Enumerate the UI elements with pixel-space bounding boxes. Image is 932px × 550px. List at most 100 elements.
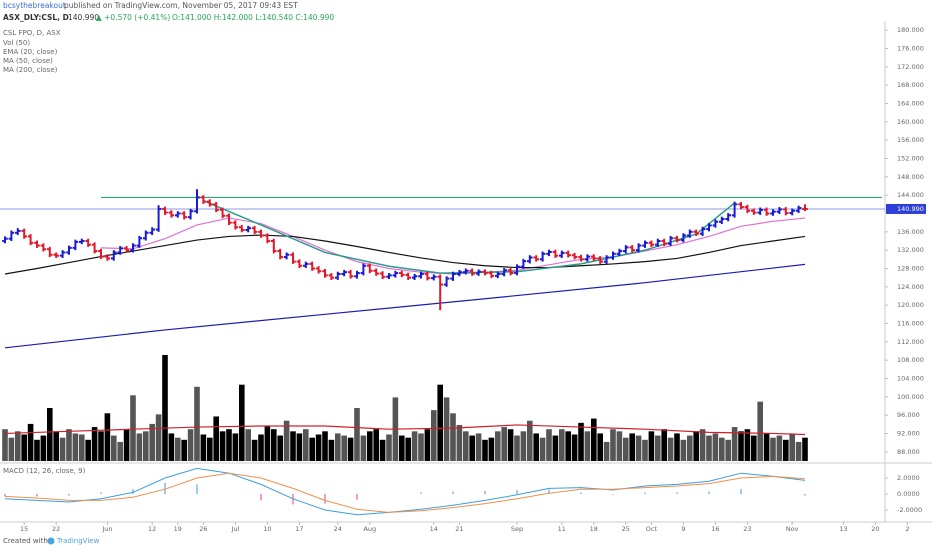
macd-histogram [67,494,70,496]
volume-bar [443,397,450,461]
volume-bar [725,439,731,461]
volume-bar [78,434,85,461]
macd-histogram [163,482,166,494]
macd-histogram [803,494,806,496]
volume-bar [584,431,591,461]
volume-bar [494,431,501,461]
volume-bar [200,434,207,461]
author[interactable]: bcsythebreakout [3,1,66,10]
volume-bar [53,431,59,461]
macd-histogram [355,494,358,500]
y-tick-label: 156.000 [897,136,924,144]
volume-bar [136,433,143,461]
volume-bar [219,431,226,461]
x-tick-label: Oct [646,525,658,533]
y-tick-label: 124.000 [897,283,924,291]
volume-bar [782,439,789,461]
x-tick-label: 9 [681,525,685,533]
macd-histogram [323,494,326,504]
volume-bar [770,437,776,461]
volume-bar [597,433,603,461]
volume-bar [238,384,245,461]
volume-bar [46,408,53,461]
volume-bar [750,435,757,461]
volume-bar [277,435,283,461]
ohlc: O:141.000 H:142.000 L:140.540 C:140.990 [172,13,334,22]
legend-title: CSL FPO, D, ASX [3,29,61,37]
x-tick-label: 18 [590,525,598,533]
volume-bar [66,429,72,461]
macd-histogram [515,490,518,494]
volume-bar [2,429,8,461]
x-tick-label: Jun [101,525,112,533]
legend-ema: EMA (20, close) [3,48,58,56]
macd-histogram [675,492,678,494]
volume-bar [405,437,411,461]
volume-bar [270,429,277,461]
y-tick-label: 176.000 [897,45,924,53]
volume-bar [590,418,597,461]
volume-bar [347,437,354,461]
y-tick-label: 88.000 [897,448,920,456]
x-tick-label: 26 [199,525,207,533]
volume-bar [309,437,315,461]
volume-bar [341,435,347,461]
volume-ma [4,424,806,436]
volume-bar [85,439,91,461]
macd-histogram [419,492,422,494]
x-tick-label: Sep [511,525,523,533]
volume-bar [91,427,98,461]
last: 140.990 [68,13,99,22]
footer-brand[interactable]: TradingView [56,537,100,545]
volume-bar [328,439,335,461]
volume-bar [360,435,367,461]
macd-histogram [195,484,198,494]
footer-created: Created with [3,537,48,545]
volume-bar [430,410,437,461]
x-tick-label: 23 [743,525,751,533]
volume-bar [526,420,533,461]
volume-bar [520,431,527,461]
macd-histogram [3,494,6,497]
macd-tick-label: 2.0000 [897,474,920,482]
volume-bar [411,431,418,461]
volume-bar [629,433,635,461]
volume-bar [14,431,21,461]
volume-bar [686,435,693,461]
volume-bar [738,431,744,461]
volume-bar [475,433,482,461]
x-tick-label: 25 [622,525,630,533]
volume-bar [802,437,808,461]
macd-histogram [611,494,614,495]
macd-histogram [643,492,646,494]
volume-bar [290,431,296,461]
y-tick-label: 92.000 [897,430,920,438]
volume-bar [373,429,379,461]
volume-bar [616,431,623,461]
y-tick-label: 112.000 [897,338,924,346]
volume-bar [386,434,392,461]
x-tick-label: Nov [786,525,799,533]
volume-bar [437,384,443,461]
macd-histogram [259,494,262,501]
volume-bar [795,441,802,461]
macd-histogram [35,494,38,497]
brand-icon [47,537,55,545]
volume-bar [789,433,795,461]
volume-bar [482,439,488,461]
macd-histogram [739,489,742,494]
volume-bar [213,416,219,461]
x-tick-label: 15 [20,525,28,533]
volume-bar [571,434,578,461]
volume-bar [245,429,251,461]
legend-ma50: MA (50, close) [3,57,53,65]
volume-bar [187,429,194,461]
y-tick-label: 100.000 [897,393,924,401]
volume-bar [155,414,162,461]
volume-bar [718,437,725,461]
y-tick-label: 168.000 [897,81,924,89]
x-tick-label: 17 [295,525,303,533]
volume-bar [763,433,770,461]
volume-bar [251,439,258,461]
